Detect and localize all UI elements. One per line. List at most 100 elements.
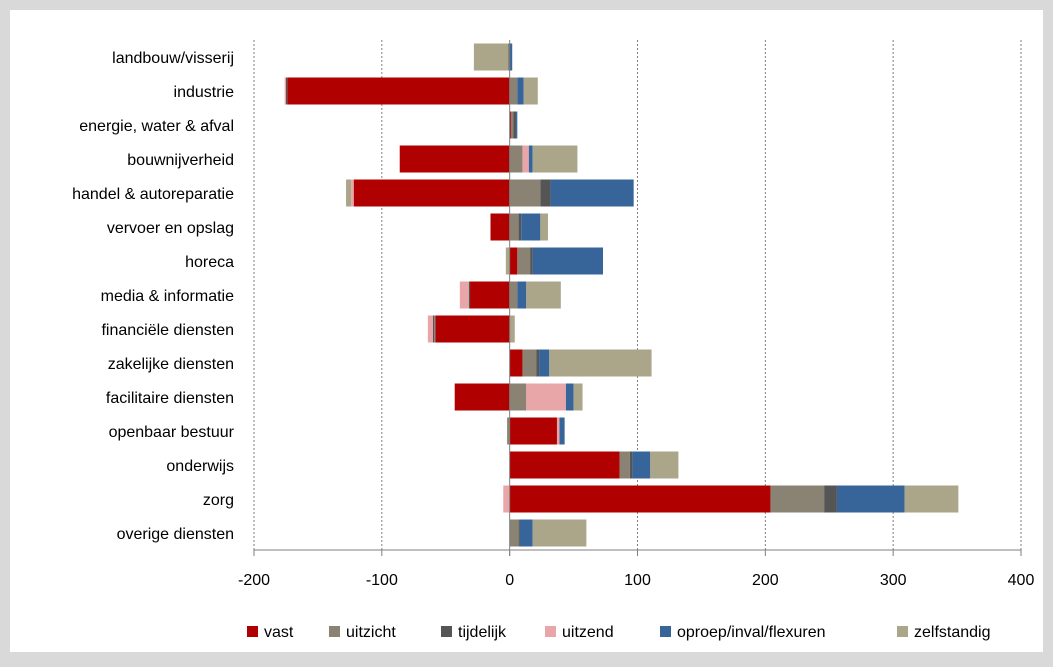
bar-overige-diensten-uitzicht xyxy=(509,519,519,547)
bar-industrie-vast xyxy=(287,77,510,105)
category-label-vervoer-en-opslag: vervoer en opslag xyxy=(107,220,234,237)
bar-overige-diensten-tijdelijk xyxy=(518,519,520,547)
bar-horeca-uitzicht xyxy=(517,247,531,275)
legend-label-oproep-inval-flexuren: oproep/inval/flexuren xyxy=(677,624,826,641)
bar-financi-le-diensten-vast xyxy=(435,315,510,343)
bar-media-informatie-uitzend xyxy=(459,281,469,309)
bar-handel-autoreparatie-uitzend xyxy=(351,179,354,207)
bar-industrie-zelfstandig xyxy=(523,77,538,105)
x-tick-label-0: 0 xyxy=(505,572,514,589)
bar-overige-diensten-oproep-inval-flexuren xyxy=(519,519,533,547)
bar-zorg-oproep-inval-flexuren xyxy=(836,485,905,513)
category-label-landbouw-visserij: landbouw/visserij xyxy=(112,50,234,67)
bar-industrie-oproep-inval-flexuren xyxy=(517,77,524,105)
bar-vervoer-en-opslag-tijdelijk xyxy=(518,213,522,241)
bar-energie-water-afval-oproep-inval-flexuren xyxy=(516,111,518,139)
bar-onderwijs-zelfstandig xyxy=(650,451,679,479)
bar-bouwnijverheid-uitzend xyxy=(522,145,529,173)
legend-swatch-uitzicht xyxy=(329,626,340,637)
legend-label-uitzicht: uitzicht xyxy=(346,624,396,641)
legend-swatch-uitzend xyxy=(545,626,556,637)
bar-media-informatie-vast xyxy=(470,281,510,309)
bar-energie-water-afval-vast xyxy=(509,111,511,139)
bar-media-informatie-oproep-inval-flexuren xyxy=(517,281,527,309)
bar-zakelijke-diensten-tijdelijk xyxy=(536,349,540,377)
bar-media-informatie-tijdelijk xyxy=(468,281,471,309)
category-label-zakelijke-diensten: zakelijke diensten xyxy=(108,356,234,373)
bar-handel-autoreparatie-zelfstandig xyxy=(346,179,352,207)
bar-bouwnijverheid-oproep-inval-flexuren xyxy=(528,145,533,173)
bar-bouwnijverheid-zelfstandig xyxy=(532,145,578,173)
bar-facilitaire-diensten-zelfstandig xyxy=(573,383,583,411)
bar-zakelijke-diensten-uitzicht xyxy=(522,349,537,377)
category-label-onderwijs: onderwijs xyxy=(166,458,234,475)
bar-vervoer-en-opslag-zelfstandig xyxy=(540,213,549,241)
bar-facilitaire-diensten-oproep-inval-flexuren xyxy=(565,383,574,411)
x-tick-label-200: 200 xyxy=(752,572,779,589)
bar-media-informatie-zelfstandig xyxy=(526,281,561,309)
bar-openbaar-bestuur-vast xyxy=(509,417,557,445)
bar-overige-diensten-zelfstandig xyxy=(532,519,587,547)
legend: vast uitzicht tijdelijk uitzend oproep/inval… xyxy=(247,624,991,641)
bar-handel-autoreparatie-uitzicht xyxy=(509,179,541,207)
legend-label-uitzend: uitzend xyxy=(562,624,614,641)
bar-vervoer-en-opslag-uitzicht xyxy=(509,213,519,241)
bar-financi-le-diensten-tijdelijk xyxy=(432,315,435,343)
bar-facilitaire-diensten-uitzend xyxy=(526,383,566,411)
bar-landbouw-visserij-zelfstandig xyxy=(473,43,509,71)
bar-openbaar-bestuur-uitzend xyxy=(556,417,560,445)
bar-financi-le-diensten-uitzend xyxy=(427,315,433,343)
legend-label-zelfstandig: zelfstandig xyxy=(914,624,991,641)
bar-openbaar-bestuur-oproep-inval-flexuren xyxy=(559,417,565,445)
bar-industrie-uitzend xyxy=(284,77,286,105)
bar-industrie-tijdelijk xyxy=(285,77,288,105)
category-label-facilitaire-diensten: facilitaire diensten xyxy=(106,390,234,407)
bar-onderwijs-vast xyxy=(509,451,620,479)
bar-onderwijs-oproep-inval-flexuren xyxy=(632,451,651,479)
bar-horeca-tijdelijk xyxy=(530,247,533,275)
bar-horeca-vast xyxy=(509,247,518,275)
bar-facilitaire-diensten-vast xyxy=(454,383,510,411)
bar-facilitaire-diensten-uitzicht xyxy=(509,383,527,411)
bar-energie-water-afval-uitzicht xyxy=(510,111,514,139)
bar-zorg-tijdelijk xyxy=(824,485,837,513)
category-label-media-informatie: media & informatie xyxy=(101,288,234,305)
bar-zakelijke-diensten-zelfstandig xyxy=(549,349,652,377)
x-tick-label-300: 300 xyxy=(880,572,907,589)
bar-vervoer-en-opslag-oproep-inval-flexuren xyxy=(521,213,541,241)
bars xyxy=(284,43,959,547)
bar-handel-autoreparatie-oproep-inval-flexuren xyxy=(550,179,634,207)
bar-onderwijs-tijdelijk xyxy=(629,451,633,479)
legend-label-vast: vast xyxy=(264,624,294,641)
bar-media-informatie-uitzicht xyxy=(509,281,518,309)
bar-landbouw-visserij-tijdelijk xyxy=(508,43,510,71)
bar-zakelijke-diensten-vast xyxy=(509,349,523,377)
category-label-horeca: horeca xyxy=(185,254,234,271)
category-label-openbaar-bestuur: openbaar bestuur xyxy=(109,424,235,441)
legend-swatch-zelfstandig xyxy=(897,626,908,637)
bar-zorg-vast xyxy=(509,485,771,513)
bar-onderwijs-uitzicht xyxy=(619,451,630,479)
bar-zorg-uitzend xyxy=(503,485,510,513)
bar-handel-autoreparatie-vast xyxy=(353,179,510,207)
legend-swatch-oproep-inval-flexuren xyxy=(660,626,671,637)
x-tick-label-100: -100 xyxy=(366,572,398,589)
category-label-financi-le-diensten: financiële diensten xyxy=(101,322,234,339)
legend-label-tijdelijk: tijdelijk xyxy=(458,624,507,641)
bar-handel-autoreparatie-tijdelijk xyxy=(540,179,551,207)
axes: -200 -100 0 100 200 300 400 landbouw/visserij in… xyxy=(72,40,1034,589)
legend-swatch-tijdelijk xyxy=(441,626,452,637)
x-tick-label-200: -200 xyxy=(238,572,270,589)
bar-openbaar-bestuur-uitzicht xyxy=(507,417,510,445)
bar-bouwnijverheid-vast xyxy=(399,145,510,173)
bar-bouwnijverheid-uitzicht xyxy=(509,145,523,173)
bar-energie-water-afval-tijdelijk xyxy=(513,111,517,139)
legend-swatch-vast xyxy=(247,626,258,637)
bar-industrie-uitzicht xyxy=(509,77,518,105)
bar-financi-le-diensten-uitzicht xyxy=(434,315,436,343)
category-label-energie-water-afval: energie, water & afval xyxy=(79,118,234,135)
bar-horeca-oproep-inval-flexuren xyxy=(532,247,603,275)
category-label-industrie: industrie xyxy=(174,84,235,101)
